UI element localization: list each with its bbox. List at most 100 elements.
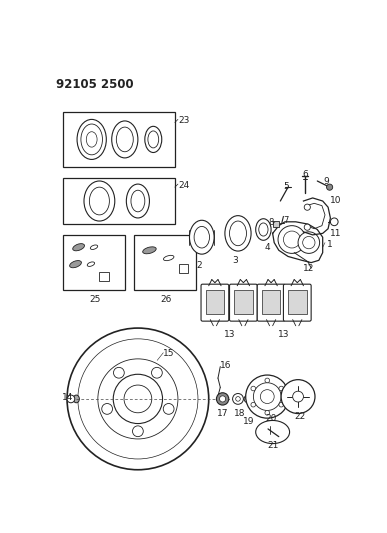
Bar xyxy=(273,221,279,227)
Ellipse shape xyxy=(190,220,214,254)
Text: 1: 1 xyxy=(327,239,332,248)
Circle shape xyxy=(279,402,284,407)
Circle shape xyxy=(78,339,198,459)
Text: 16: 16 xyxy=(220,361,232,370)
Ellipse shape xyxy=(87,262,94,266)
Text: 13: 13 xyxy=(278,330,289,340)
Circle shape xyxy=(244,395,252,403)
Circle shape xyxy=(124,385,152,413)
Bar xyxy=(205,289,224,314)
Circle shape xyxy=(219,396,226,402)
Text: 7: 7 xyxy=(283,216,289,224)
Ellipse shape xyxy=(256,421,289,443)
Ellipse shape xyxy=(70,261,81,268)
Ellipse shape xyxy=(89,187,110,215)
Ellipse shape xyxy=(131,190,145,212)
Circle shape xyxy=(293,391,303,402)
Circle shape xyxy=(304,204,310,210)
Ellipse shape xyxy=(86,132,97,147)
Circle shape xyxy=(278,225,306,253)
Text: 3: 3 xyxy=(233,256,238,265)
Text: 8: 8 xyxy=(269,218,274,227)
Text: 4: 4 xyxy=(265,243,271,252)
Polygon shape xyxy=(273,222,323,263)
Circle shape xyxy=(163,403,174,414)
FancyBboxPatch shape xyxy=(257,284,285,321)
FancyBboxPatch shape xyxy=(283,284,311,321)
Ellipse shape xyxy=(73,244,84,251)
Circle shape xyxy=(113,374,163,424)
Text: 2: 2 xyxy=(197,261,202,270)
Text: 20: 20 xyxy=(266,414,277,423)
Circle shape xyxy=(253,383,281,410)
Bar xyxy=(134,235,196,290)
Ellipse shape xyxy=(148,131,159,148)
Text: 15: 15 xyxy=(163,349,175,358)
Bar xyxy=(99,272,109,281)
Circle shape xyxy=(102,403,113,414)
Text: 9: 9 xyxy=(324,177,329,186)
Circle shape xyxy=(279,386,284,391)
Ellipse shape xyxy=(84,181,115,221)
Text: 6: 6 xyxy=(302,170,308,179)
Ellipse shape xyxy=(225,216,251,251)
Bar xyxy=(179,264,188,273)
Ellipse shape xyxy=(116,127,133,152)
Circle shape xyxy=(246,397,250,401)
Bar xyxy=(63,112,175,167)
Circle shape xyxy=(298,232,320,253)
Bar xyxy=(63,178,175,224)
Circle shape xyxy=(327,184,333,190)
Bar xyxy=(234,289,253,314)
Text: 17: 17 xyxy=(217,409,229,418)
Circle shape xyxy=(246,375,289,418)
Circle shape xyxy=(265,378,270,383)
Circle shape xyxy=(233,393,243,405)
Circle shape xyxy=(303,237,315,249)
Circle shape xyxy=(67,395,75,403)
Text: 18: 18 xyxy=(234,409,246,418)
Circle shape xyxy=(67,328,209,470)
Text: 24: 24 xyxy=(178,181,189,190)
Text: 23: 23 xyxy=(178,116,189,125)
Text: 14: 14 xyxy=(62,393,73,402)
Circle shape xyxy=(98,359,178,439)
Circle shape xyxy=(251,386,255,391)
Text: 10: 10 xyxy=(330,196,342,205)
FancyBboxPatch shape xyxy=(229,284,257,321)
Ellipse shape xyxy=(256,219,271,240)
Bar xyxy=(288,289,307,314)
Ellipse shape xyxy=(145,126,162,152)
Ellipse shape xyxy=(143,247,156,254)
Ellipse shape xyxy=(77,119,106,159)
Text: 21: 21 xyxy=(267,441,279,450)
Circle shape xyxy=(260,390,274,403)
Text: 5: 5 xyxy=(283,182,289,191)
Circle shape xyxy=(113,367,124,378)
Circle shape xyxy=(132,426,143,437)
Ellipse shape xyxy=(112,121,138,158)
Circle shape xyxy=(281,379,315,414)
FancyBboxPatch shape xyxy=(201,284,229,321)
Text: 13: 13 xyxy=(224,330,235,340)
Circle shape xyxy=(216,393,229,405)
Circle shape xyxy=(283,231,300,248)
Text: 26: 26 xyxy=(160,295,171,304)
Text: 19: 19 xyxy=(243,417,255,426)
Circle shape xyxy=(236,397,240,401)
Ellipse shape xyxy=(259,223,268,236)
Ellipse shape xyxy=(163,255,174,261)
Circle shape xyxy=(330,218,338,225)
Ellipse shape xyxy=(81,124,103,155)
Bar xyxy=(262,289,280,314)
Text: 92105 2500: 92105 2500 xyxy=(55,78,133,91)
Ellipse shape xyxy=(126,184,149,218)
Ellipse shape xyxy=(90,245,98,249)
Text: 25: 25 xyxy=(89,295,101,304)
Text: 22: 22 xyxy=(294,412,305,421)
Ellipse shape xyxy=(194,227,209,248)
Circle shape xyxy=(304,224,310,230)
Circle shape xyxy=(251,402,255,407)
Text: 11: 11 xyxy=(330,229,341,238)
Ellipse shape xyxy=(73,395,79,403)
